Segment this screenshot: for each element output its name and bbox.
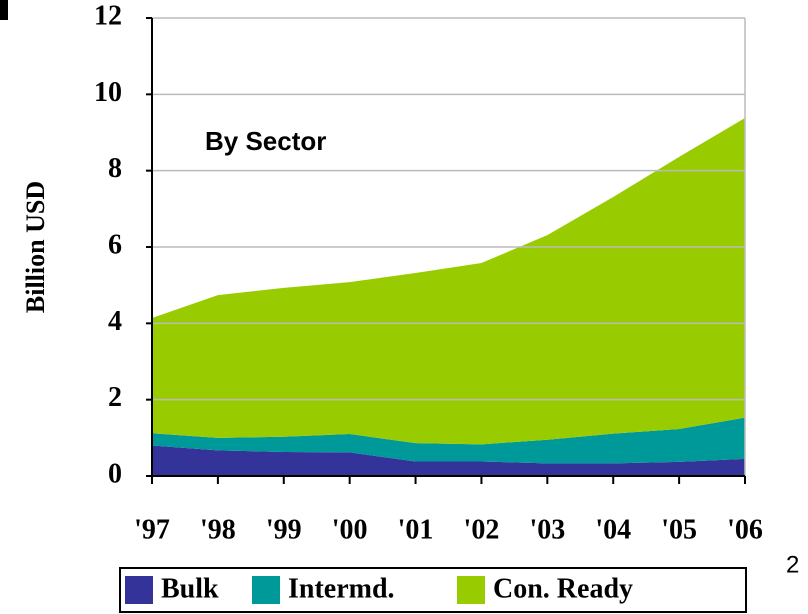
y-tick-label: 8	[108, 153, 122, 184]
x-tick-label: '02	[464, 514, 500, 545]
area	[152, 117, 745, 445]
legend-label: Con. Ready	[493, 573, 633, 604]
area	[152, 445, 745, 476]
x-tick-label: '05	[661, 514, 697, 545]
corner-mark	[0, 0, 8, 20]
x-tick-label: '97	[134, 514, 170, 545]
x-tick-label: '04	[595, 514, 631, 545]
y-tick-label: 4	[108, 306, 122, 337]
y-tick-label: 2	[108, 382, 122, 413]
x-tick-label: '01	[398, 514, 434, 545]
y-axis-label: Billion USD	[21, 181, 50, 313]
y-tick-label: 0	[108, 458, 122, 489]
x-tick-label: '00	[332, 514, 368, 545]
legend-box	[119, 567, 747, 613]
legend-swatch	[125, 576, 153, 604]
x-tick-label: '06	[727, 514, 763, 545]
annotation: By Sector	[205, 126, 326, 156]
legend-label: Bulk	[161, 573, 219, 604]
page-number: 2	[786, 551, 799, 578]
x-tick-label: '98	[200, 514, 236, 545]
y-tick-label: 12	[94, 0, 122, 31]
legend-label: Intermd.	[288, 573, 395, 604]
x-tick-label: '99	[266, 514, 302, 545]
legend-swatch	[252, 576, 280, 604]
legend-swatch	[457, 576, 485, 604]
y-tick-label: 6	[108, 229, 122, 260]
y-tick-label: 10	[94, 77, 122, 108]
area	[152, 417, 745, 464]
x-tick-label: '03	[529, 514, 565, 545]
